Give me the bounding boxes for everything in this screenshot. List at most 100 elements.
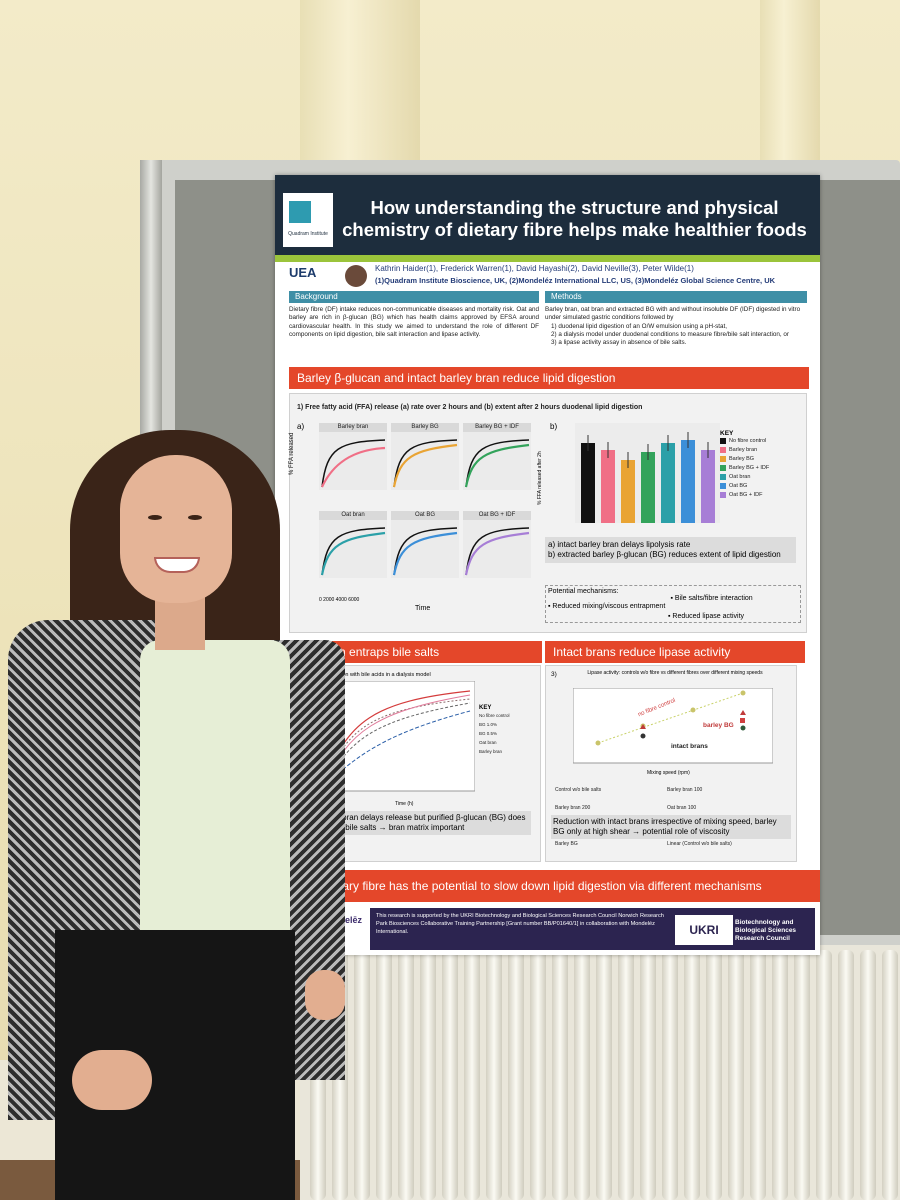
panel-a-label: a) xyxy=(297,422,305,431)
annotation-barley-bg: barley BG xyxy=(703,722,734,729)
title-bar: Quadram Institute How understanding the … xyxy=(275,175,820,255)
logo-text: Quadram Institute xyxy=(288,231,328,237)
facet-xlabel: Time xyxy=(415,605,431,612)
bile-key-item: Oat bran xyxy=(479,740,497,745)
bile-key-title: KEY xyxy=(479,705,492,711)
research-poster: Quadram Institute How understanding the … xyxy=(275,175,820,955)
lipase-legend-item: Control w/o bile salts xyxy=(555,787,602,793)
facet-title: Barley bran xyxy=(319,423,387,432)
key-item: No fibre control xyxy=(720,437,800,446)
control-curve xyxy=(465,439,530,488)
section1-heading: Barley β-glucan and intact barley bran r… xyxy=(289,367,809,389)
lipase-legend-item: Barley bran 200 xyxy=(555,805,591,811)
radiator-fin xyxy=(530,950,546,1200)
affiliations: (1)Quadram Institute Bioscience, UK, (2)… xyxy=(375,276,776,285)
radiator-fin xyxy=(882,950,898,1200)
fibre-curve xyxy=(464,443,530,488)
radiator-fin xyxy=(838,950,854,1200)
key-item: Oat BG + IDF xyxy=(720,491,800,500)
lipase-plot xyxy=(573,688,773,764)
facet-plot xyxy=(391,520,459,578)
mechanism-item: ▪ Bile salts/fibre interaction xyxy=(670,595,753,602)
section1-findings: a) intact barley bran delays lipolysis r… xyxy=(545,537,796,563)
radiator-fin xyxy=(662,950,678,1200)
methods-text: Barley bran, oat bran and extracted BG w… xyxy=(545,306,801,322)
lipase-legend-item: Barley bran 100 xyxy=(667,787,703,793)
barley-bran-200-point xyxy=(640,733,646,739)
key-item: Barley BG xyxy=(720,455,800,464)
bar-chart-ylabel: % FFA released after 2h xyxy=(537,451,543,505)
background-heading: Background xyxy=(289,291,539,303)
section3-number: 3) xyxy=(551,671,557,678)
lipase-legend-item: Linear (Control w/o bile salts) xyxy=(667,841,732,847)
bile-xlabel: Time (h) xyxy=(395,801,414,807)
facet-panel: Oat BG + IDF xyxy=(463,511,531,583)
bar xyxy=(601,450,615,523)
bile-key-item: No fibre control xyxy=(479,713,510,718)
background-section: Background Dietary fibre (DF) intake red… xyxy=(289,291,539,339)
radiator-fin xyxy=(354,950,370,1200)
radiator-fin xyxy=(750,950,766,1200)
fibre-curve xyxy=(320,531,386,576)
radiator-fin xyxy=(640,950,656,1200)
control-curve xyxy=(393,439,458,488)
facet-plot xyxy=(319,520,387,578)
ffa-bar-chart xyxy=(575,423,720,523)
key-item: Oat BG xyxy=(720,482,800,491)
barley-bg-point xyxy=(640,724,646,729)
section3-heading: Intact brans reduce lipase activity xyxy=(545,641,805,663)
facet-ylabel: % FFA released xyxy=(289,432,295,475)
facet-panel: Barley bran xyxy=(319,423,387,495)
facet-title: Oat BG + IDF xyxy=(463,511,531,520)
methods-heading: Methods xyxy=(545,291,807,303)
methods-section: Methods Barley bran, oat bran and extrac… xyxy=(545,291,807,347)
facet-plot xyxy=(463,520,531,578)
person-face xyxy=(120,455,232,603)
bar xyxy=(581,443,595,523)
mechanism-item: ▪ Reduced lipase activity xyxy=(668,613,745,620)
accent-strip xyxy=(275,255,820,262)
lipase-legend: Control w/o bile salts Barley bran 100 Bar… xyxy=(555,778,785,850)
annotation-intact-brans: intact brans xyxy=(671,743,708,750)
radiator-fin xyxy=(728,950,744,1200)
section3-finding: Reduction with intact brans irrespective… xyxy=(551,815,791,839)
bbsrc-text: Biotechnology and Biological Sciences Re… xyxy=(735,919,797,942)
person-hand xyxy=(305,970,345,1020)
oat-bran-point xyxy=(740,725,746,731)
barley-bran-point xyxy=(740,718,745,723)
barley-bg-point xyxy=(740,710,746,715)
ukri-logo: UKRI xyxy=(675,915,733,945)
author-row: UEA Kathrin Haider(1), Frederick Warren(… xyxy=(275,262,820,289)
radiator-fin xyxy=(596,950,612,1200)
radiator-fin xyxy=(772,950,788,1200)
curve-bg-05 xyxy=(324,702,471,787)
facet-panel: Oat BG xyxy=(391,511,459,583)
bar xyxy=(661,443,675,523)
finding-b: b) extracted barley β-glucan (BG) reduce… xyxy=(548,550,781,559)
facet-panel: Barley BG xyxy=(391,423,459,495)
facet-plot xyxy=(319,432,387,490)
radiator-fin xyxy=(618,950,634,1200)
fibre-curve xyxy=(392,531,458,576)
finding-a: a) intact barley bran delays lipolysis r… xyxy=(548,540,691,549)
bar xyxy=(621,460,635,523)
panel-b-label: b) xyxy=(550,422,558,431)
facet-title: Barley BG + IDF xyxy=(463,423,531,432)
bile-key-item: Barley bran xyxy=(479,749,503,754)
control-point xyxy=(740,690,746,696)
facet-title: Oat BG xyxy=(391,511,459,520)
wall-pilaster xyxy=(760,0,820,170)
mechanisms-box: Potential mechanisms: ▪ Reduced mixing/v… xyxy=(545,585,801,623)
radiator-fin xyxy=(376,950,392,1200)
mechanisms-title: Potential mechanisms: xyxy=(548,588,619,595)
radiator-fin xyxy=(420,950,436,1200)
bile-key-item: BG 0.5% xyxy=(479,731,498,736)
key-item: Oat bran xyxy=(720,473,800,482)
bar xyxy=(681,440,695,523)
radiator-fin xyxy=(486,950,502,1200)
methods-item: 1) duodenal lipid digestion of an O/W em… xyxy=(551,322,728,330)
bile-key-item: BG 1.0% xyxy=(479,722,498,727)
radiator-fin xyxy=(508,950,524,1200)
control-curve xyxy=(393,527,458,576)
funding-footer: This research is supported by the UKRI B… xyxy=(370,908,815,950)
